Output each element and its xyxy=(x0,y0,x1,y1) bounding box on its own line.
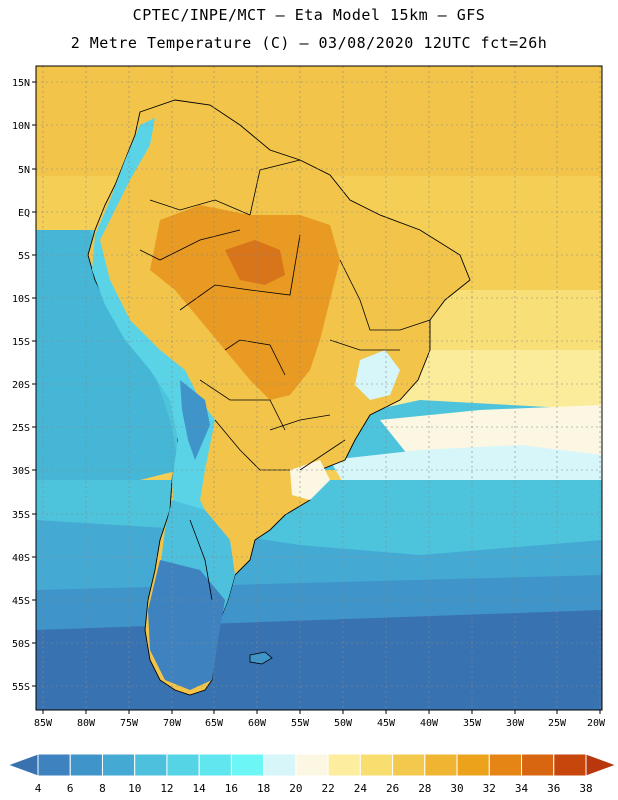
lat-label: 20S xyxy=(12,380,30,391)
colorbar-label: 16 xyxy=(225,782,238,795)
lat-label: 35S xyxy=(12,510,30,521)
lon-label: 50W xyxy=(334,718,353,729)
lat-label: 5S xyxy=(18,251,30,262)
colorbar-label: 24 xyxy=(354,782,368,795)
latitude-labels: 15N 10N 5N EQ 5S 10S 15S 20S 25S 30S 35S… xyxy=(12,78,30,693)
colorbar-label: 8 xyxy=(99,782,106,795)
colorbar-label: 12 xyxy=(160,782,173,795)
colorbar-label: 6 xyxy=(67,782,74,795)
colorbar-swatch xyxy=(230,753,265,777)
colorbar-swatch xyxy=(134,753,168,777)
lon-label: 70W xyxy=(163,718,182,729)
colorbar-swatch xyxy=(424,753,458,777)
colorbar-swatches xyxy=(6,753,618,777)
lon-label: 35W xyxy=(463,718,482,729)
colorbar-label: 20 xyxy=(289,782,302,795)
andes-colder-strip xyxy=(180,380,210,460)
lon-label: 40W xyxy=(420,718,439,729)
lat-label: 5N xyxy=(18,165,30,176)
lat-label: 15S xyxy=(12,337,30,348)
lat-label: 15N xyxy=(12,78,30,89)
colorbar-swatch xyxy=(166,753,200,777)
lon-label: 20W xyxy=(587,718,606,729)
colorbar-swatch xyxy=(101,753,136,777)
colorbar-swatch xyxy=(456,753,490,777)
lat-label: EQ xyxy=(18,208,30,219)
lat-label: 10N xyxy=(12,121,30,132)
lat-label: 50S xyxy=(12,639,30,650)
lon-label: 65W xyxy=(205,718,224,729)
colorbar-swatch xyxy=(263,753,297,777)
brazil-highlands-cool xyxy=(355,350,400,400)
colorbar-label: 4 xyxy=(35,782,42,795)
lat-label: 40S xyxy=(12,553,30,564)
ocean-pacific xyxy=(36,230,180,480)
lon-label: 80W xyxy=(77,718,96,729)
lon-label: 60W xyxy=(248,718,267,729)
longitude-labels: 85W 80W 75W 70W 65W 60W 55W 50W 45W 40W … xyxy=(34,718,606,729)
lon-label: 30W xyxy=(506,718,525,729)
colorbar-swatch xyxy=(327,753,361,777)
colorbar-swatch xyxy=(553,753,587,777)
falkland-islands xyxy=(249,651,273,665)
colorbar-swatch xyxy=(6,753,39,777)
colorbar-swatch xyxy=(359,753,394,777)
colorbar-label: 18 xyxy=(257,782,270,795)
colorbar-label: 32 xyxy=(483,782,496,795)
lon-label: 55W xyxy=(291,718,310,729)
lat-label: 10S xyxy=(12,294,30,305)
colorbar-swatch xyxy=(392,753,426,777)
colorbar-swatch xyxy=(521,753,555,777)
title-line-1: CPTEC/INPE/MCT – Eta Model 15km – GFS xyxy=(132,6,486,24)
colorbar: 4 6 8 10 12 14 16 18 20 22 24 26 28 30 32 34 36 38 xyxy=(6,753,618,795)
lon-label: 45W xyxy=(377,718,396,729)
colorbar-swatch xyxy=(488,753,523,777)
colorbar-swatch xyxy=(69,753,103,777)
colorbar-label: 30 xyxy=(450,782,463,795)
amazon-hottest-region xyxy=(225,240,285,285)
colorbar-labels: 4 6 8 10 12 14 16 18 20 22 24 26 28 30 32 34 36 38 xyxy=(35,782,593,795)
lat-label: 45S xyxy=(12,596,30,607)
colorbar-label: 22 xyxy=(321,782,334,795)
lat-label: 25S xyxy=(12,423,30,434)
amazon-hot-region xyxy=(150,205,340,400)
colorbar-swatch xyxy=(585,753,618,777)
patagonia-cold xyxy=(148,560,225,690)
country-borders xyxy=(139,159,431,601)
colorbar-label: 34 xyxy=(515,782,529,795)
lat-label: 30S xyxy=(12,466,30,477)
colorbar-label: 14 xyxy=(193,782,207,795)
axis-ticks xyxy=(32,81,601,714)
colorbar-label: 10 xyxy=(128,782,141,795)
colorbar-label: 26 xyxy=(386,782,399,795)
graticule xyxy=(36,66,602,710)
colorbar-swatch xyxy=(198,753,232,777)
ocean-caribbean xyxy=(36,66,602,176)
title-line-2: 2 Metre Temperature (C) – 03/08/2020 12U… xyxy=(70,34,548,52)
lon-label: 75W xyxy=(120,718,139,729)
lat-label: 55S xyxy=(12,682,30,693)
colorbar-label: 36 xyxy=(547,782,560,795)
colorbar-label: 38 xyxy=(579,782,592,795)
colorbar-swatch xyxy=(37,753,71,777)
lon-label: 25W xyxy=(548,718,567,729)
colorbar-swatch xyxy=(295,753,329,777)
colorbar-label: 28 xyxy=(418,782,431,795)
map-field xyxy=(36,66,602,710)
lon-label: 85W xyxy=(34,718,53,729)
map-frame xyxy=(35,65,603,711)
